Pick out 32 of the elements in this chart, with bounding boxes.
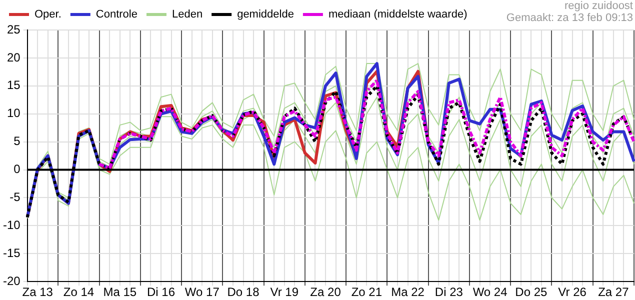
- legend-label: mediaan (middelste waarde): [328, 8, 468, 21]
- y-tick-label: 20: [6, 50, 21, 64]
- x-tick-label: Di 23: [434, 285, 464, 300]
- x-tick-label: Di 16: [147, 285, 176, 300]
- x-tick-label: Zo 14: [63, 285, 94, 300]
- y-tick-label: -5: [10, 190, 21, 204]
- legend-label: Leden: [172, 8, 203, 21]
- legend-label: gemiddelde: [237, 8, 294, 21]
- x-tick-label: Do 18: [227, 285, 260, 300]
- x-tick-label: Ma 15: [103, 285, 137, 300]
- x-tick-label: Za 13: [22, 285, 54, 300]
- x-tick-label: Wo 17: [184, 285, 220, 300]
- x-tick-label: Za 27: [598, 285, 630, 300]
- y-tick-label: -10: [3, 218, 21, 232]
- y-tick-label: 10: [6, 106, 21, 120]
- y-tick-label: 5: [14, 134, 21, 148]
- text: regio zuidoost: [564, 0, 633, 12]
- y-tick-label: -20: [3, 274, 21, 288]
- x-tick-label: Za 20: [310, 285, 342, 300]
- legend-label: Oper.: [34, 8, 62, 21]
- text: Gemaakt: za 13 feb 09:13: [506, 12, 633, 24]
- x-tick-label: Do 25: [515, 285, 548, 300]
- y-tick-label: 25: [6, 22, 21, 36]
- x-tick-label: Wo 24: [472, 285, 508, 300]
- legend-label: Controle: [96, 8, 138, 21]
- y-tick-label: -15: [3, 246, 21, 260]
- x-tick-label: Ma 22: [391, 285, 425, 300]
- x-tick-label: Vr 19: [270, 285, 299, 300]
- y-tick-label: 0: [14, 162, 21, 176]
- x-tick-label: Vr 26: [558, 285, 587, 300]
- y-tick-label: 15: [6, 78, 21, 92]
- x-tick-label: Zo 21: [351, 285, 382, 300]
